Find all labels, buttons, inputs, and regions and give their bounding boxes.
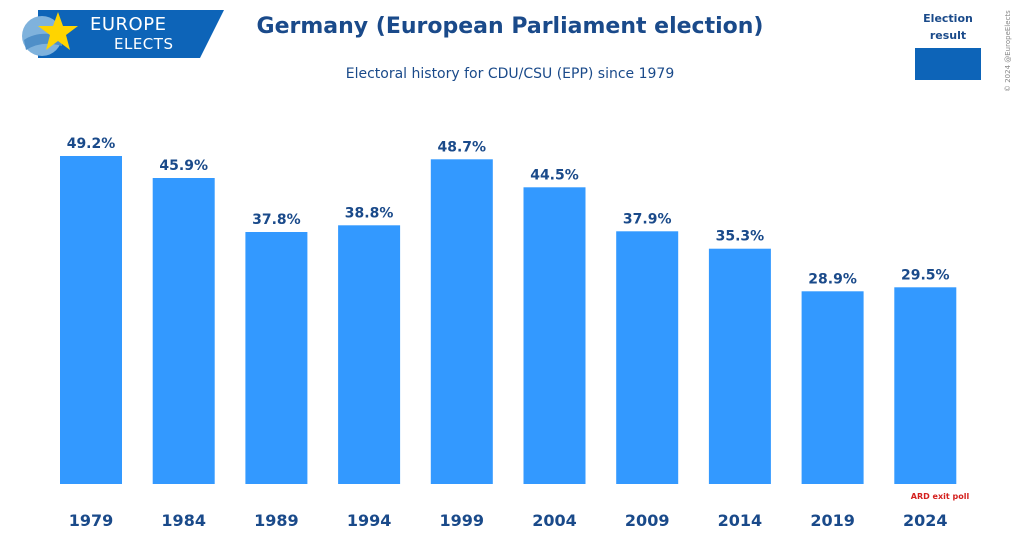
- x-tick-1984: 1984: [161, 511, 206, 530]
- bar-2019: [801, 291, 864, 484]
- bar-1999: [430, 159, 493, 485]
- legend-swatch: [915, 48, 981, 80]
- value-label-1989: 37.8%: [252, 212, 301, 228]
- chart-title: Germany (European Parliament election): [256, 14, 764, 39]
- x-tick-1994: 1994: [347, 511, 392, 530]
- europe-elects-logo: EUROPE ELECTS: [18, 10, 224, 58]
- x-tick-2019: 2019: [810, 511, 855, 530]
- legend-label-line1: Election: [923, 12, 973, 25]
- value-label-2019: 28.9%: [808, 271, 857, 287]
- logo-text-elects: ELECTS: [114, 35, 174, 53]
- value-label-2004: 44.5%: [530, 167, 579, 183]
- star-icon: [38, 12, 78, 50]
- bar-2014: [708, 248, 771, 484]
- x-tick-2009: 2009: [625, 511, 670, 530]
- legend-label-line2: result: [929, 29, 967, 42]
- bar-1984: [152, 178, 215, 484]
- value-label-1999: 48.7%: [438, 139, 487, 155]
- exit-poll-note: ARD exit poll: [910, 492, 970, 501]
- logo-text-europe: EUROPE: [90, 14, 167, 35]
- x-tick-2014: 2014: [718, 511, 763, 530]
- bar-2004: [523, 187, 586, 485]
- value-label-1984: 45.9%: [159, 158, 208, 174]
- x-tick-1989: 1989: [254, 511, 299, 530]
- bar-1994: [338, 225, 401, 485]
- value-label-2014: 35.3%: [716, 229, 765, 245]
- x-tick-1999: 1999: [440, 511, 485, 530]
- value-label-1979: 49.2%: [67, 136, 116, 152]
- value-label-1994: 38.8%: [345, 205, 394, 221]
- legend: Election result: [906, 10, 990, 80]
- bar-1979: [60, 156, 122, 484]
- bar-2009: [616, 231, 679, 484]
- chart-subtitle: Electoral history for CDU/CSU (EPP) sinc…: [345, 66, 675, 82]
- x-tick-2004: 2004: [532, 511, 577, 530]
- value-label-2024: 29.5%: [901, 267, 950, 283]
- bar-1989: [245, 232, 308, 484]
- logo-banner: [22, 10, 224, 58]
- bar-2024: [894, 287, 957, 484]
- x-tick-1979: 1979: [69, 511, 114, 530]
- x-tick-2024: 2024: [903, 511, 948, 530]
- value-label-2009: 37.9%: [623, 211, 672, 227]
